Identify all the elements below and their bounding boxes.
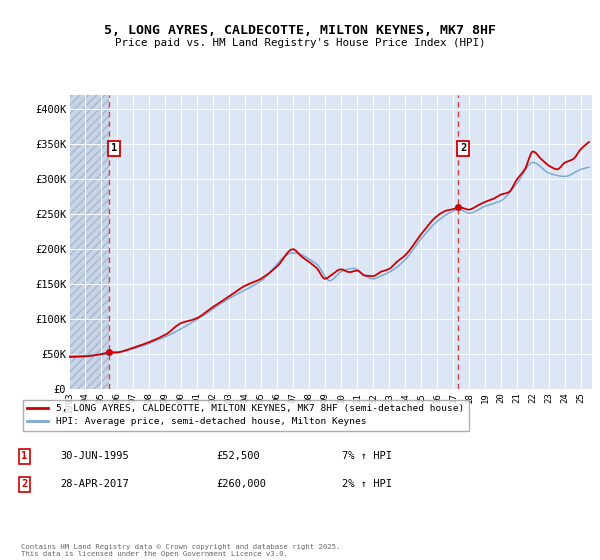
Text: 1: 1 xyxy=(21,451,27,461)
Text: 2: 2 xyxy=(21,479,27,489)
Legend: 5, LONG AYRES, CALDECOTTE, MILTON KEYNES, MK7 8HF (semi-detached house), HPI: Av: 5, LONG AYRES, CALDECOTTE, MILTON KEYNES… xyxy=(23,399,469,431)
Text: £52,500: £52,500 xyxy=(216,451,260,461)
Text: 2% ↑ HPI: 2% ↑ HPI xyxy=(342,479,392,489)
Text: Contains HM Land Registry data © Crown copyright and database right 2025.
This d: Contains HM Land Registry data © Crown c… xyxy=(21,544,340,557)
Text: Price paid vs. HM Land Registry's House Price Index (HPI): Price paid vs. HM Land Registry's House … xyxy=(115,38,485,48)
Text: 28-APR-2017: 28-APR-2017 xyxy=(60,479,129,489)
Text: 2: 2 xyxy=(460,143,466,153)
Text: 30-JUN-1995: 30-JUN-1995 xyxy=(60,451,129,461)
Text: 7% ↑ HPI: 7% ↑ HPI xyxy=(342,451,392,461)
Text: 1: 1 xyxy=(110,143,117,153)
Text: 5, LONG AYRES, CALDECOTTE, MILTON KEYNES, MK7 8HF: 5, LONG AYRES, CALDECOTTE, MILTON KEYNES… xyxy=(104,24,496,36)
Text: £260,000: £260,000 xyxy=(216,479,266,489)
